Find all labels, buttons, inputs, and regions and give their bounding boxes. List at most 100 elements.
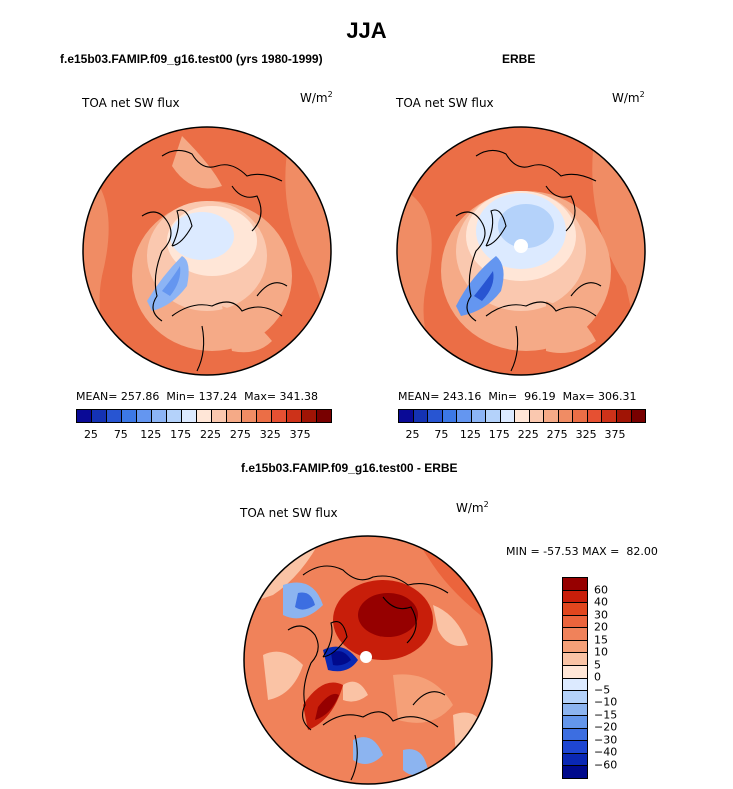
diff-panel-field-label: TOA net SW flux (240, 506, 338, 520)
colorbar-swatch (242, 410, 257, 422)
diff-panel-stats: MIN = -57.53 MAX = 82.00 (506, 545, 658, 558)
colorbar-tick-label: −60 (594, 758, 618, 771)
colorbar-tick-label: 175 (488, 428, 510, 441)
colorbar-swatch (563, 590, 587, 604)
colorbar-swatch (563, 578, 587, 591)
colorbar-swatch (500, 410, 516, 422)
colorbar-swatch (92, 410, 107, 422)
colorbar-swatch (563, 716, 587, 729)
colorbar-swatch (182, 410, 197, 422)
colorbar-swatch (563, 741, 587, 754)
colorbar-swatch (272, 410, 287, 422)
colorbar-swatch (302, 410, 317, 422)
colorbar-swatch (558, 410, 574, 422)
colorbar-tick-label: −15 (594, 708, 618, 721)
colorbar-swatch (563, 691, 587, 704)
colorbar-tick-label: 0 (594, 670, 601, 684)
colorbar-swatch (287, 410, 302, 422)
colorbar-swatch (137, 410, 152, 422)
colorbar-swatch (515, 410, 530, 422)
colorbar-swatch (563, 728, 587, 742)
colorbar-swatch (212, 410, 227, 422)
right-colorbar (398, 409, 646, 423)
colorbar-tick-label: 175 (170, 428, 192, 441)
diff-colorbar-ticks: 60 40 30 20 15 10 5 0 −5 −10 −15 −20 −30 −40 −60 (594, 577, 634, 777)
colorbar-swatch (317, 410, 331, 422)
colorbar-swatch (563, 615, 587, 629)
colorbar-swatch (152, 410, 167, 422)
colorbar-tick-label: 225 (199, 428, 221, 441)
colorbar-swatch (399, 410, 414, 422)
colorbar-swatch (563, 603, 587, 616)
left-panel-field-label: TOA net SW flux (82, 96, 180, 110)
colorbar-swatch (573, 410, 588, 422)
colorbar-swatch (471, 410, 487, 422)
colorbar-swatch (563, 640, 587, 654)
colorbar-tick-label: 20 (594, 620, 608, 634)
colorbar-swatch (563, 678, 587, 692)
colorbar-swatch (428, 410, 443, 422)
left-colorbar (76, 409, 332, 423)
right-panel-stats: MEAN= 243.16 Min= 96.19 Max= 306.31 (398, 390, 637, 403)
colorbar-swatch (544, 410, 559, 422)
colorbar-tick-label: 375 (289, 428, 311, 441)
colorbar-swatch (587, 410, 603, 422)
colorbar-tick-label: −10 (594, 695, 618, 709)
colorbar-swatch (413, 410, 429, 422)
diff-polar-map (243, 535, 493, 785)
colorbar-swatch (563, 703, 587, 717)
colorbar-tick-label: 5 (594, 658, 601, 671)
colorbar-swatch (257, 410, 272, 422)
right-colorbar-ticks: 25 75 125 175 225 275 325 375 (398, 428, 644, 442)
colorbar-tick-label: 10 (594, 645, 608, 659)
colorbar-tick-label: 30 (594, 608, 608, 621)
left-polar-map (82, 126, 332, 376)
main-title: JJA (346, 18, 387, 43)
colorbar-swatch (442, 410, 458, 422)
right-panel-subtitle: ERBE (502, 52, 536, 66)
right-panel-field-label: TOA net SW flux (396, 96, 494, 110)
colorbar-swatch (77, 410, 92, 422)
colorbar-swatch (563, 628, 587, 641)
colorbar-tick-label: 325 (259, 428, 281, 441)
diff-panel-subtitle: f.e15b03.FAMIP.f09_g16.test00 - ERBE (241, 461, 458, 475)
colorbar-swatch (197, 410, 212, 422)
colorbar-tick-label: 325 (575, 428, 597, 441)
colorbar-tick-label: 40 (594, 595, 608, 609)
colorbar-tick-label: 125 (140, 428, 162, 441)
colorbar-tick-label: −20 (594, 720, 618, 734)
colorbar-swatch (529, 410, 545, 422)
colorbar-tick-label: 225 (517, 428, 539, 441)
colorbar-tick-label: −30 (594, 733, 618, 746)
right-polar-map (396, 126, 646, 376)
colorbar-tick-label: 25 (405, 428, 420, 441)
colorbar-swatch (563, 766, 587, 778)
diff-colorbar (562, 577, 588, 779)
colorbar-tick-label: 75 (434, 428, 449, 441)
colorbar-tick-label: 60 (594, 583, 608, 596)
colorbar-swatch (602, 410, 617, 422)
left-panel-subtitle: f.e15b03.FAMIP.f09_g16.test00 (yrs 1980-… (60, 52, 323, 66)
colorbar-tick-label: 125 (459, 428, 481, 441)
colorbar-swatch (631, 410, 646, 422)
colorbar-swatch (227, 410, 242, 422)
colorbar-swatch (122, 410, 137, 422)
left-panel-units: W/m2 (300, 90, 333, 105)
colorbar-swatch (563, 653, 587, 666)
left-panel-stats: MEAN= 257.86 Min= 137.24 Max= 341.38 (76, 390, 319, 403)
colorbar-swatch (616, 410, 632, 422)
colorbar-swatch (486, 410, 501, 422)
diff-panel-units: W/m2 (456, 500, 489, 515)
colorbar-tick-label: −5 (594, 683, 611, 696)
colorbar-swatch (457, 410, 472, 422)
colorbar-tick-label: 375 (604, 428, 626, 441)
colorbar-tick-label: 75 (113, 428, 128, 441)
right-panel-units: W/m2 (612, 90, 645, 105)
colorbar-tick-label: 275 (229, 428, 251, 441)
left-colorbar-ticks: 25 75 125 175 225 275 325 375 (76, 428, 330, 442)
colorbar-tick-label: −40 (594, 745, 618, 759)
colorbar-tick-label: 275 (546, 428, 568, 441)
colorbar-tick-label: 25 (83, 428, 98, 441)
colorbar-swatch (563, 753, 587, 767)
colorbar-swatch (107, 410, 122, 422)
